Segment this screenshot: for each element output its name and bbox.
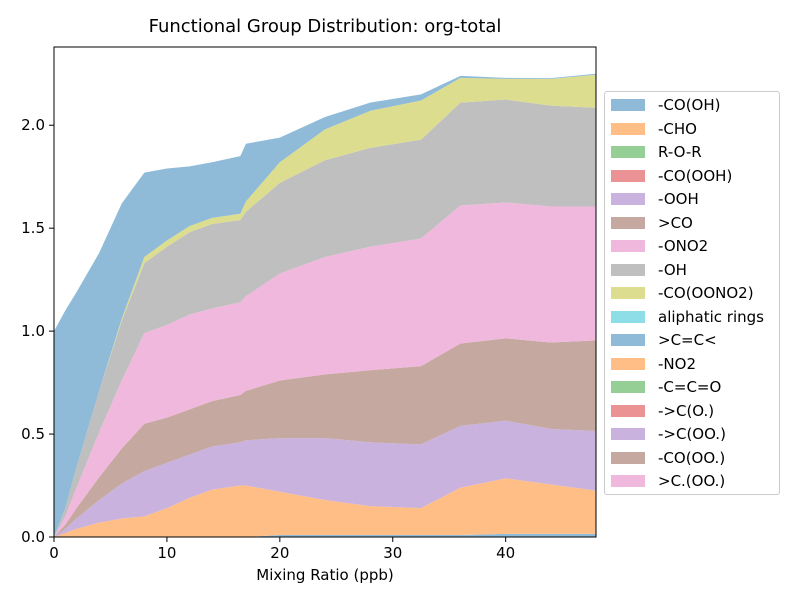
- legend-label: ->C(OO.): [658, 425, 726, 443]
- legend-item: >C.(OO.): [611, 471, 725, 491]
- chart-title: Functional Group Distribution: org-total: [149, 16, 502, 37]
- legend-item: -CO(OONO2): [611, 283, 754, 303]
- y-tick-label: 1.0: [21, 322, 45, 340]
- axes: 0 10 20 30 40 0.0 0.5 1.0 1.5 2.0: [21, 46, 597, 562]
- legend-swatch: [611, 122, 645, 135]
- legend-swatch: [611, 216, 645, 229]
- x-tick-label: 30: [383, 544, 402, 562]
- legend-item: >CO: [611, 213, 693, 233]
- legend-item: -CHO: [611, 119, 697, 139]
- legend-label: >CO: [658, 213, 693, 232]
- legend: -CO(OH) -CHO R-O-R -CO(OOH) -OOH >CO -ONO2 -OH -…: [604, 91, 780, 495]
- y-tick-label: 2.0: [21, 116, 45, 134]
- legend-label: -CO(OONO2): [658, 284, 754, 302]
- area-series-4: [54, 202, 596, 537]
- legend-swatch: [611, 428, 645, 440]
- plot-frame: [53, 46, 597, 538]
- area-series-0: [54, 533, 596, 537]
- legend-swatch: [611, 169, 645, 182]
- x-tick-label: 20: [270, 544, 289, 562]
- legend-item: -OH: [611, 260, 687, 280]
- legend-item: R-O-R: [611, 142, 702, 162]
- stacked-areas: [54, 73, 596, 537]
- area-series-1: [54, 478, 596, 537]
- legend-label: -CO(OOH): [658, 166, 733, 185]
- legend-label: -OH: [658, 260, 687, 279]
- legend-item: -CO(OOH): [611, 166, 732, 186]
- legend-label: >C=C<: [658, 331, 717, 349]
- legend-swatch: [611, 334, 645, 346]
- legend-label: ->C(O.): [658, 401, 715, 420]
- legend-swatch: [611, 475, 645, 487]
- legend-label: -C=C=O: [658, 378, 722, 396]
- legend-label: >C.(OO.): [658, 472, 726, 490]
- legend-swatch: [611, 310, 645, 323]
- legend-item: ->C(OO.): [611, 424, 726, 444]
- y-tick-label: 1.5: [21, 219, 45, 237]
- legend-swatch: [611, 404, 645, 417]
- y-tick-label: 0.0: [21, 528, 45, 546]
- legend-label: -CHO: [658, 119, 697, 138]
- x-tick-label: 0: [49, 544, 59, 562]
- legend-label: -OOH: [658, 190, 699, 208]
- legend-label: R-O-R: [658, 143, 702, 161]
- legend-item: -C=C=O: [611, 377, 721, 397]
- legend-label: -ONO2: [658, 237, 709, 255]
- legend-item: -OOH: [611, 189, 699, 209]
- legend-swatch: [611, 263, 645, 276]
- area-series-5: [54, 99, 596, 537]
- legend-swatch: [611, 381, 645, 393]
- legend-item: aliphatic rings: [611, 307, 764, 327]
- legend-item: -CO(OH): [611, 95, 720, 115]
- legend-label: -CO(OH): [658, 96, 721, 114]
- legend-swatch: [611, 146, 645, 158]
- legend-label: aliphatic rings: [658, 307, 764, 326]
- legend-item: -ONO2: [611, 236, 708, 256]
- area-series-7: [54, 73, 596, 537]
- legend-swatch: [611, 193, 645, 205]
- legend-item: ->C(O.): [611, 401, 714, 421]
- x-tick-label: 10: [157, 544, 176, 562]
- x-tick-label: 40: [496, 544, 515, 562]
- legend-swatch: [611, 240, 645, 252]
- area-series-2: [54, 420, 596, 537]
- legend-item: >C=C<: [611, 330, 717, 350]
- legend-swatch: [611, 451, 645, 464]
- legend-item: -CO(OO.): [611, 448, 725, 468]
- legend-label: -NO2: [658, 354, 696, 373]
- legend-swatch: [611, 99, 645, 111]
- legend-swatch: [611, 357, 645, 370]
- legend-label: -CO(OO.): [658, 448, 726, 467]
- legend-item: -NO2: [611, 354, 696, 374]
- y-tick-label: 0.5: [21, 425, 45, 443]
- area-series-3: [54, 338, 596, 537]
- legend-swatch: [611, 287, 645, 299]
- x-axis-label: Mixing Ratio (ppb): [256, 566, 394, 584]
